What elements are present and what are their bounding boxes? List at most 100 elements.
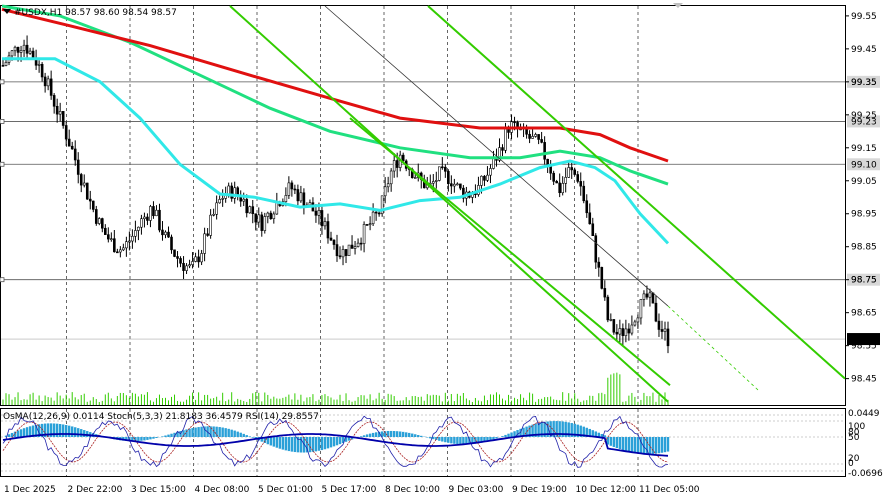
candle-body — [543, 142, 546, 160]
candle-body — [555, 181, 558, 184]
osc-tick-label: -0.0696 — [848, 469, 883, 479]
osma-bar — [435, 437, 438, 441]
osma-bar — [660, 437, 664, 453]
collapse-triangle-icon[interactable] — [3, 9, 11, 14]
candle-body — [128, 240, 131, 243]
candle-body — [344, 249, 348, 256]
candle-body — [395, 160, 399, 168]
osma-bar — [25, 427, 29, 437]
candle-body — [537, 134, 540, 140]
candle-body — [221, 198, 224, 200]
osma-bar — [429, 437, 432, 439]
osma-bar — [71, 426, 74, 437]
scroll-marker-icon[interactable] — [673, 3, 683, 8]
candle-body — [401, 154, 405, 162]
candle-body — [185, 265, 188, 271]
candle-body — [338, 255, 342, 258]
price-tick-label: 98.75 — [851, 276, 877, 286]
osma-bar — [561, 421, 564, 437]
candle-body — [612, 319, 616, 333]
osma-bar — [408, 432, 411, 437]
candle-body — [392, 160, 396, 172]
osma-bar — [603, 435, 607, 437]
candle-body — [621, 328, 625, 337]
candle-body — [371, 211, 375, 225]
candle-body — [100, 218, 104, 229]
candle-body — [52, 95, 56, 107]
osma-bar — [58, 424, 62, 437]
osma-bar — [239, 432, 242, 437]
candle-body — [645, 293, 649, 298]
osma-bar — [495, 437, 498, 439]
candle-body — [380, 195, 384, 214]
osma-bar — [269, 437, 273, 446]
time-label: 9 Dec 19:00 — [512, 485, 567, 495]
candle-body — [615, 331, 619, 335]
osma-bar — [657, 437, 661, 454]
trend-channels[interactable] — [229, 5, 846, 403]
candle-body — [149, 206, 152, 221]
osma-bar — [233, 430, 236, 437]
candle-body — [58, 111, 62, 115]
ma-green-line — [1, 4, 669, 186]
osma-bar — [314, 437, 318, 452]
osma-bar — [296, 437, 300, 453]
candle-body — [284, 195, 288, 203]
osma-bar — [377, 431, 381, 437]
osma-bar — [40, 423, 44, 437]
candle-body — [492, 157, 495, 169]
candle-body — [501, 147, 504, 151]
osma-bar — [67, 425, 71, 437]
stoch-signal-line — [2, 421, 669, 463]
osc-tick-label: 100 — [848, 422, 865, 432]
stoch-main-line — [2, 415, 669, 468]
candlesticks — [1, 35, 670, 354]
candle-body — [383, 186, 387, 197]
candle-body — [46, 78, 50, 87]
time-label: 2 Dec 22:00 — [68, 485, 123, 495]
candle-body — [431, 181, 435, 184]
osma-bar — [480, 437, 483, 443]
osma-bar — [365, 434, 369, 437]
osma-bar — [531, 424, 534, 437]
osma-bar — [492, 437, 495, 440]
osc-tick-label: 0.0449 — [848, 409, 880, 419]
osma-bar — [642, 437, 646, 454]
candle-body — [22, 44, 26, 51]
osma-bar — [347, 437, 351, 441]
candle-body — [290, 182, 294, 190]
level-handle — [0, 161, 5, 167]
candle-body — [248, 206, 252, 214]
osma-bar — [417, 435, 420, 437]
osma-bar — [612, 437, 616, 447]
candle-body — [302, 192, 306, 208]
osma-bar — [161, 436, 164, 437]
candle-body — [362, 224, 366, 244]
candle-body — [88, 198, 92, 202]
candle-body — [639, 299, 643, 319]
osma-bar — [344, 437, 348, 442]
osma-bar — [167, 434, 170, 437]
ma-red-line — [1, 7, 669, 163]
osma-bar — [462, 437, 465, 445]
candle-body — [170, 236, 173, 251]
candle-body — [113, 238, 116, 253]
osma-bar — [432, 437, 435, 440]
candle-body — [272, 213, 276, 220]
time-label: 4 Dec 08:00 — [195, 485, 250, 495]
osc-tick-label: 0 — [848, 459, 854, 469]
osma-bar — [248, 436, 251, 437]
osma-bar — [519, 428, 522, 437]
osma-bar — [77, 428, 80, 437]
candle-body — [107, 234, 110, 240]
osma-bar — [263, 437, 266, 443]
osma-bar — [471, 437, 474, 445]
osma-bar — [61, 424, 65, 437]
candle-body — [266, 212, 270, 217]
vertical-grid — [66, 6, 639, 476]
osma-bar — [609, 437, 613, 446]
osma-bar — [386, 430, 390, 437]
candle-body — [326, 221, 330, 239]
osma-bar — [224, 428, 227, 437]
